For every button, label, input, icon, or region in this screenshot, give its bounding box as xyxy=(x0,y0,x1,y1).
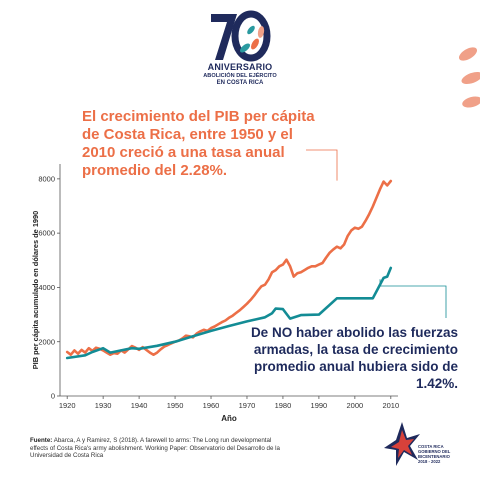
y-tick-label: 0 xyxy=(51,392,55,401)
decorative-leaves xyxy=(420,40,480,135)
headline-text: El crecimiento del PIB per cápita de Cos… xyxy=(82,108,315,179)
logo-line-2: ABOLICIÓN DEL EJÉRCITO xyxy=(203,73,277,79)
y-tick-label: 8000 xyxy=(38,174,55,183)
headline-connector-line xyxy=(306,149,338,181)
source-label: Fuente: xyxy=(30,437,53,444)
x-tick-label: 1980 xyxy=(275,401,292,410)
counterfactual-annotation: De NO haber abolido las fuerzas armadas,… xyxy=(250,325,458,391)
government-logo-text: COSTA RICA GOBIERNO DEL BICENTENARIO 201… xyxy=(418,444,480,464)
y-axis-label: PIB per cápita acumulado en dólares de 1… xyxy=(31,211,40,370)
x-tick-label: 2010 xyxy=(382,401,399,410)
y-tick-label: 2000 xyxy=(38,337,55,346)
source-text: Abarca, A y Ramirez, S (2018). A farewel… xyxy=(30,437,280,460)
y-tick-label: 6000 xyxy=(38,229,55,238)
government-logo-line-2: GOBIERNO DEL BICENTENARIO xyxy=(418,449,451,459)
series-line-counterfactual xyxy=(65,266,393,360)
logo-line-1: ANIVERSARIO xyxy=(207,62,273,72)
x-tick-label: 1930 xyxy=(95,401,112,410)
logo-line-3: EN COSTA RICA xyxy=(216,80,264,86)
x-tick-label: 1990 xyxy=(311,401,328,410)
y-tick-label: 4000 xyxy=(38,283,55,292)
chart-series xyxy=(65,179,393,360)
seventy-emblem-icon xyxy=(211,10,271,62)
x-tick-label: 1960 xyxy=(203,401,220,410)
x-tick-label: 2000 xyxy=(347,401,364,410)
government-logo-line-3: 2018 - 2022 xyxy=(418,459,441,464)
source-note: Fuente: Abarca, A y Ramirez, S (2018). A… xyxy=(30,437,290,460)
x-tick-label: 1940 xyxy=(131,401,148,410)
x-tick-label: 1950 xyxy=(167,401,184,410)
annotation-connector-line xyxy=(379,279,447,318)
chart-axes: 0 2000 4000 6000 8000 1920 1930 1940 1950 1960 197… xyxy=(38,164,399,410)
anniversary-logo: ANIVERSARIO ABOLICIÓN DEL EJÉRCITO EN CO… xyxy=(195,8,285,100)
government-logo-line-1: COSTA RICA xyxy=(418,444,444,449)
x-tick-label: 1920 xyxy=(59,401,76,410)
x-tick-label: 1970 xyxy=(239,401,256,410)
star-emblem-icon xyxy=(384,422,420,466)
x-axis-label: Año xyxy=(221,414,237,423)
government-logo xyxy=(382,420,460,470)
